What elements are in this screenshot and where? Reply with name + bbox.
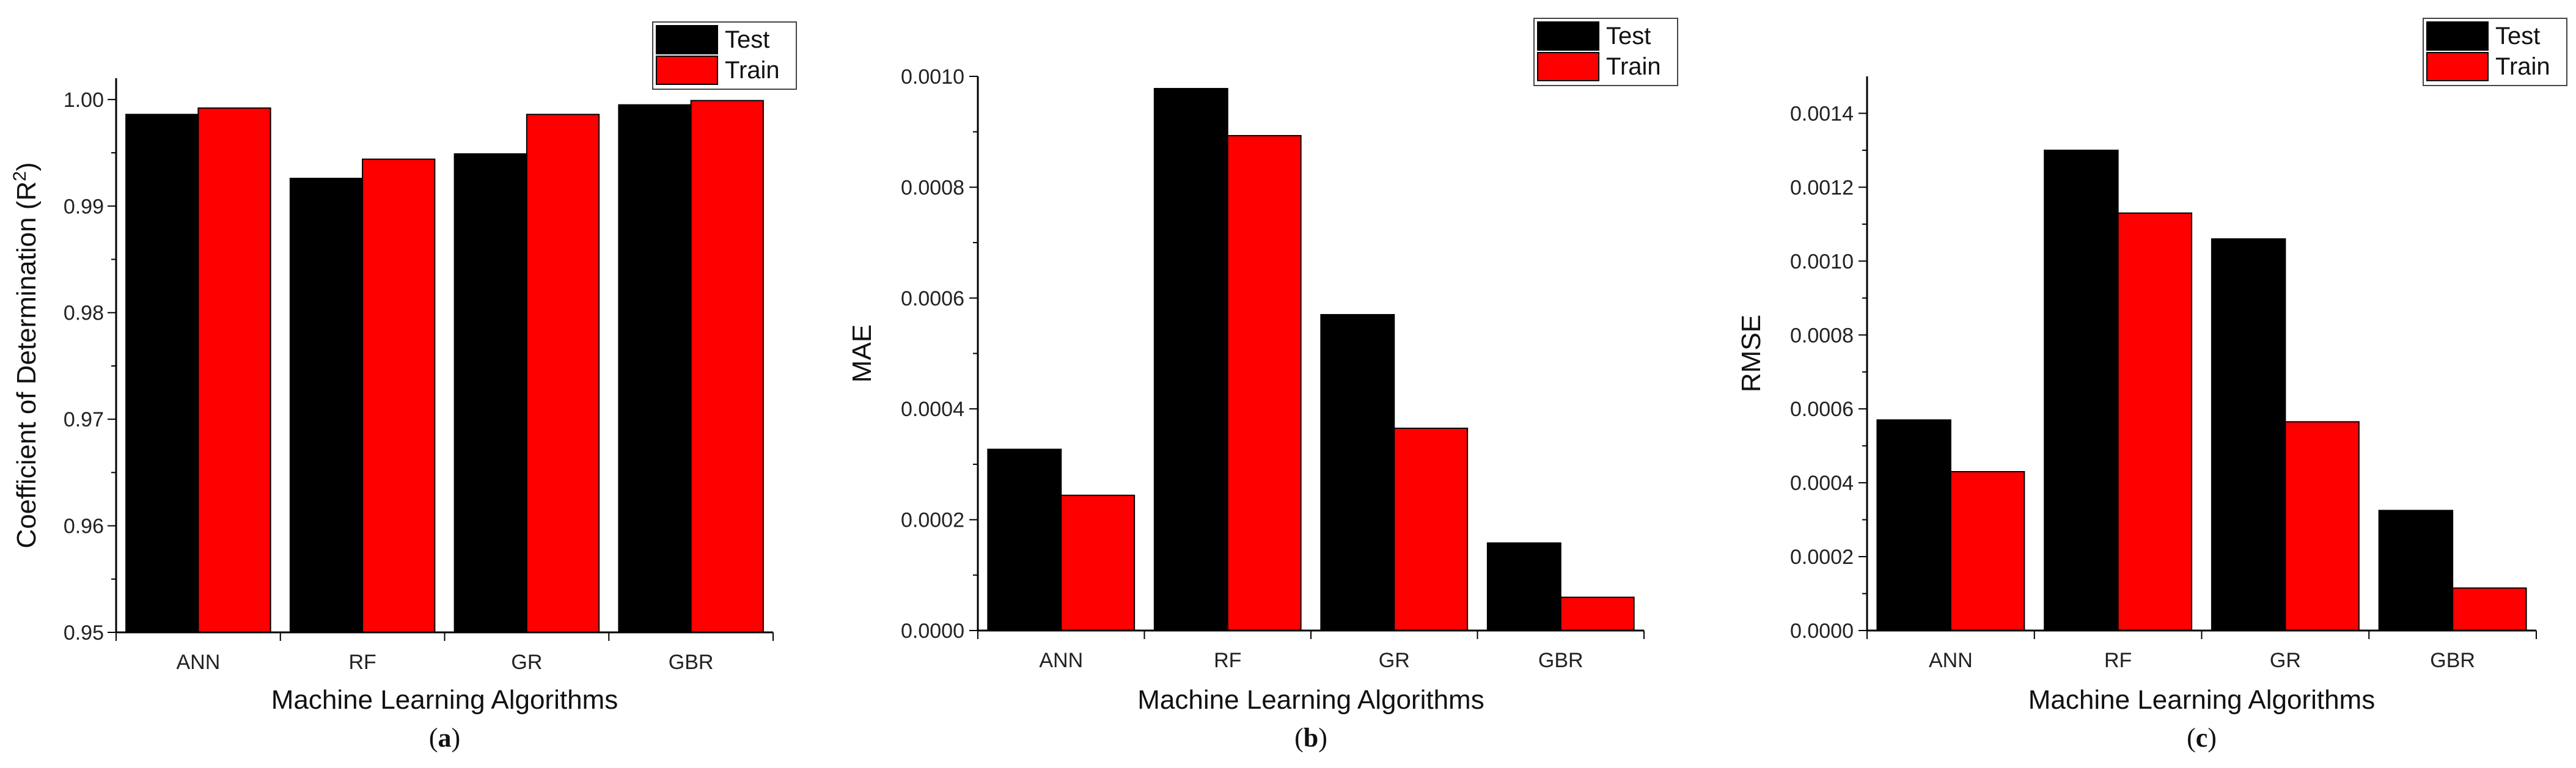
bar-test-rf	[2044, 149, 2119, 631]
legend-swatch-train	[1537, 52, 1599, 81]
legend-label-test: Test	[725, 26, 769, 53]
y-tick-label: 0.0012	[1790, 176, 1854, 199]
panel-caption: (c)	[2187, 723, 2217, 753]
legend-label-train: Train	[725, 57, 780, 84]
y-tick-label: 0.97	[64, 408, 104, 431]
legend-label-test: Test	[1606, 23, 1651, 49]
y-axis-title: MAE	[847, 324, 877, 382]
caption-close: )	[1318, 723, 1327, 753]
bar-test-ann	[1876, 419, 1951, 632]
bar-train-ann	[1060, 494, 1136, 632]
bar-test-rf	[1153, 87, 1228, 632]
bar-train-gbr	[1560, 596, 1635, 632]
caption-open: (	[1294, 723, 1304, 753]
panel-caption: (a)	[429, 723, 460, 753]
legend-swatch-train	[2426, 52, 2489, 81]
y-tick-label: 0.0010	[901, 65, 964, 89]
caption-letter: c	[2196, 723, 2208, 753]
caption-close: )	[2207, 723, 2217, 753]
bar-train-gr	[2284, 421, 2360, 631]
chart-panel-c: ANN RF GR GBR 0.0000 0.0002 0.0004 0.0006 0.0008…	[1736, 18, 2567, 753]
bar-train-rf	[2117, 212, 2193, 631]
y-tick-label: 0.96	[64, 515, 104, 538]
bar-train-ann	[1950, 470, 2025, 631]
bar-test-rf	[289, 177, 364, 633]
legend-label-test: Test	[2495, 23, 2540, 49]
y-tick-label: 0.0004	[1790, 472, 1854, 495]
y-tick-label: 0.0004	[901, 398, 964, 421]
x-tick-label: ANN	[176, 651, 220, 674]
x-axis-title: Machine Learning Algorithms	[1137, 685, 1484, 715]
x-tick-label: RF	[348, 651, 376, 674]
y-tick-label: 1.00	[64, 89, 104, 112]
legend: Test Train	[1533, 18, 1678, 86]
x-tick-label: GR	[511, 651, 542, 674]
bar-train-rf	[362, 158, 436, 633]
bar-test-gbr	[618, 104, 692, 633]
legend-swatch-test	[2426, 21, 2489, 51]
x-tick-label: GBR	[2430, 649, 2475, 672]
x-tick-label: ANN	[1039, 649, 1083, 672]
y-tick-label: 0.0006	[1790, 398, 1854, 421]
bar-train-ann	[197, 107, 271, 634]
y-axis-title: RMSE	[1736, 315, 1766, 392]
legend-label-train: Train	[1606, 53, 1661, 80]
caption-letter: b	[1304, 723, 1318, 753]
y-tick-label: 0.0008	[901, 176, 964, 199]
bar-test-gr	[453, 153, 527, 633]
y-tick-label: 0.0014	[1790, 102, 1854, 125]
bar-test-ann	[987, 448, 1062, 631]
bar-train-gr	[1393, 427, 1469, 631]
legend-swatch-test	[656, 25, 718, 54]
y-tick-label: 0.0010	[1790, 250, 1854, 273]
caption-open: (	[429, 723, 438, 753]
bar-train-gbr	[690, 100, 764, 633]
x-tick-label: GR	[2270, 649, 2301, 672]
chart-panel-a: ANN RF GR GBR 0.95 0.96 0.97 0.98 0.99 1.00 Machin…	[10, 21, 797, 753]
caption-letter: a	[438, 723, 452, 753]
y-axis-title-superscript: 2	[10, 171, 30, 181]
legend: Test Train	[652, 21, 797, 90]
caption-close: )	[452, 723, 461, 753]
x-axis-title: Machine Learning Algorithms	[2028, 685, 2375, 715]
y-tick-label: 0.0008	[1790, 324, 1854, 347]
y-axis-title-main: Coefficient of Determination (R	[12, 181, 42, 549]
bar-test-gr	[2211, 238, 2286, 631]
x-tick-label: GR	[1379, 649, 1410, 672]
x-axis-title: Machine Learning Algorithms	[271, 685, 618, 715]
x-tick-label: RF	[2104, 649, 2132, 672]
legend: Test Train	[2423, 18, 2567, 86]
legend-label-train: Train	[2495, 53, 2550, 80]
y-tick-label: 0.0006	[901, 287, 964, 310]
x-tick-label: ANN	[1929, 649, 1973, 672]
bar-train-rf	[1227, 135, 1302, 631]
bar-test-ann	[125, 114, 199, 634]
y-tick-label: 0.98	[64, 302, 104, 325]
y-tick-label: 0.0002	[901, 509, 964, 532]
y-tick-label: 0.0000	[901, 620, 964, 643]
x-tick-label: GBR	[1538, 649, 1583, 672]
bar-train-gbr	[2452, 587, 2527, 631]
bar-test-gr	[1320, 314, 1395, 631]
y-axis-title: Coefficient of Determination (R2)	[10, 162, 42, 548]
x-tick-label: GBR	[669, 651, 714, 674]
bar-test-gbr	[2378, 510, 2454, 631]
y-tick-label: 0.99	[64, 195, 104, 218]
y-tick-label: 0.0000	[1790, 620, 1854, 643]
chart-panel-b: ANN RF GR GBR 0.0000 0.0002 0.0004 0.0006 0.0008…	[847, 18, 1678, 753]
x-tick-label: RF	[1214, 649, 1241, 672]
y-tick-label: 0.95	[64, 621, 104, 645]
legend-swatch-test	[1537, 21, 1599, 51]
caption-open: (	[2187, 723, 2196, 753]
y-axis-title-end: )	[12, 162, 42, 171]
y-tick-label: 0.0002	[1790, 546, 1854, 569]
bar-test-gbr	[1486, 542, 1561, 631]
panel-caption: (b)	[1294, 723, 1327, 753]
bar-train-gr	[526, 114, 600, 634]
legend-swatch-train	[656, 56, 718, 85]
